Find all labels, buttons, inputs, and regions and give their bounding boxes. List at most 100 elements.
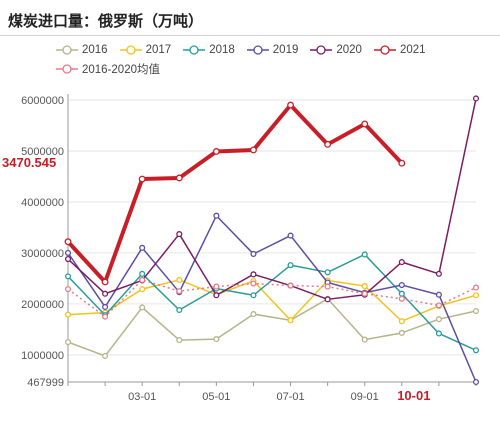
data-point (435, 302, 442, 309)
y-tick-label: 2000000 (21, 299, 64, 311)
legend-item[interactable]: 2020 (310, 40, 362, 59)
data-point (175, 174, 183, 182)
y-tick-label: 1000000 (21, 350, 64, 362)
data-point (398, 259, 405, 266)
data-point (324, 140, 332, 148)
series-line-2016 (67, 298, 477, 357)
data-point (176, 306, 183, 314)
data-point (139, 304, 146, 311)
data-point (361, 120, 369, 128)
legend-label: 2021 (399, 43, 426, 56)
data-point (176, 231, 183, 238)
data-point (435, 270, 442, 277)
data-point (64, 249, 72, 256)
series-line-2021 (66, 103, 404, 284)
legend-swatch (56, 44, 78, 55)
legend-item[interactable]: 2019 (246, 40, 299, 59)
data-point (472, 95, 480, 102)
chart-axes (67, 94, 477, 386)
data-point (102, 313, 109, 320)
data-point (139, 244, 146, 251)
data-point (361, 290, 368, 297)
y-tick-label: 4000000 (21, 197, 64, 209)
legend-swatch (310, 44, 333, 55)
data-point (250, 280, 257, 287)
legend-swatch (373, 44, 396, 55)
y-tick-label: 3000000 (21, 248, 64, 260)
data-point (102, 303, 109, 311)
legend-item[interactable]: 2018 (183, 40, 235, 59)
legend-label: 2017 (145, 43, 172, 56)
data-point (398, 295, 405, 302)
data-point (287, 317, 294, 324)
data-point (287, 282, 294, 289)
data-point (324, 283, 331, 290)
data-point (287, 262, 294, 269)
data-point (398, 281, 405, 289)
data-point (213, 283, 220, 290)
x-tick-label: 10-01 (397, 388, 430, 403)
legend-label: 2020 (336, 43, 362, 56)
data-point (398, 159, 406, 167)
legend-label: 2018 (209, 43, 235, 56)
data-point (213, 336, 220, 343)
y-highlight-label: 3470.545 (2, 155, 56, 170)
y-tick-label: 6000000 (21, 95, 64, 107)
data-point (250, 146, 257, 154)
legend-swatch (246, 44, 269, 55)
data-point (176, 288, 183, 295)
data-point (287, 101, 294, 109)
legend-label: 2019 (272, 43, 299, 56)
data-point (361, 251, 368, 258)
data-point (472, 292, 480, 299)
data-point (102, 290, 109, 297)
data-point (64, 255, 72, 263)
x-tick-label: 05-01 (202, 391, 230, 403)
data-point (139, 286, 146, 293)
legend-label: 2016-2020均值 (82, 63, 160, 76)
legend-swatch (56, 63, 78, 74)
data-point (361, 336, 368, 343)
data-point (435, 291, 442, 298)
data-point (250, 271, 257, 278)
data-point (250, 311, 257, 318)
data-point (398, 290, 405, 297)
data-point (64, 286, 72, 293)
data-point (250, 250, 257, 257)
y-tick-label: 5000000 (21, 146, 64, 158)
data-point (176, 337, 183, 344)
data-point (139, 270, 146, 277)
series-line-2016-2020均值 (67, 279, 477, 318)
data-point (435, 330, 442, 337)
data-point (176, 276, 183, 283)
data-point (139, 276, 146, 283)
chart-legend: 2016 2017 2018 2019 2020 2021 2016-2020均值 (56, 40, 496, 78)
legend-item[interactable]: 2016-2020均值 (56, 59, 160, 78)
series-line-2020 (67, 98, 477, 301)
chart-grid (68, 99, 476, 383)
data-point (101, 278, 109, 286)
data-point (324, 269, 331, 276)
chart-tick-labels: 6000000 5000000 4000000 3000000 2000000 10000… (2, 95, 430, 403)
title-divider (0, 35, 500, 36)
data-point (324, 296, 331, 303)
data-point (138, 175, 146, 183)
legend-item[interactable]: 2021 (373, 40, 426, 59)
data-point (472, 378, 480, 386)
legend-swatch (119, 44, 142, 55)
x-tick-label: 03-01 (128, 391, 156, 403)
data-point (472, 347, 480, 354)
x-tick-label: 07-01 (276, 391, 304, 403)
data-point (472, 307, 480, 315)
chart-series (64, 95, 480, 386)
data-point (398, 329, 405, 337)
page-title: 煤炭进口量：俄罗斯（万吨） (8, 13, 204, 30)
series-line-2019 (67, 214, 477, 383)
data-point (398, 318, 405, 325)
data-point (213, 212, 220, 219)
legend-item[interactable]: 2017 (119, 40, 172, 59)
data-point (287, 232, 294, 239)
legend-swatch (183, 44, 206, 55)
legend-item[interactable]: 2016 (56, 40, 108, 59)
